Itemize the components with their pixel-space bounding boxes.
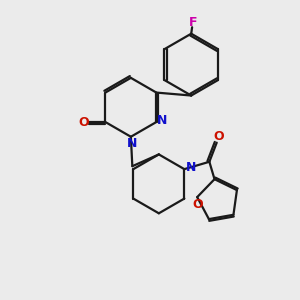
Text: N: N [186,161,196,174]
Text: O: O [78,116,88,128]
Text: O: O [213,130,224,143]
Text: F: F [188,16,197,29]
Text: O: O [192,198,202,211]
Text: N: N [127,137,137,150]
Text: N: N [157,114,167,127]
